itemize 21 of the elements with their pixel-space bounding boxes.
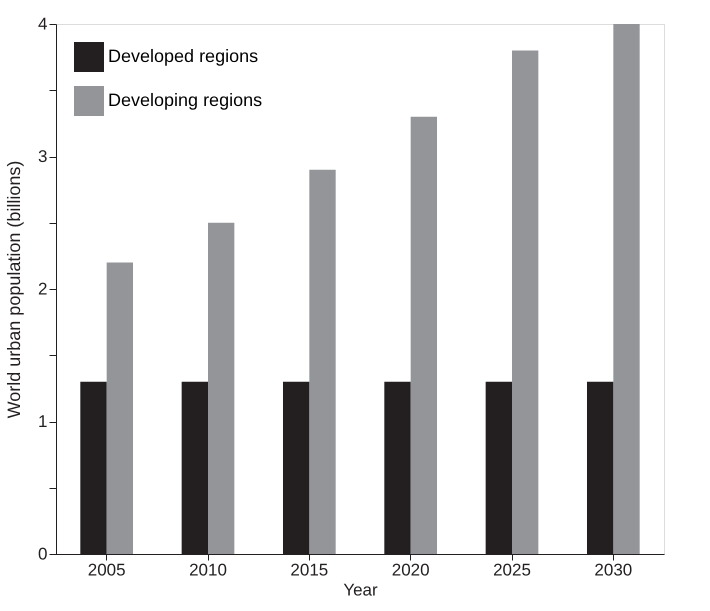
x-tick-label: 2030	[594, 560, 632, 580]
y-tick-label: 2	[38, 280, 48, 298]
bar	[512, 50, 538, 554]
bar	[106, 262, 134, 554]
x-tick-label: 2005	[88, 560, 126, 580]
legend-label: Developed regions	[108, 46, 258, 66]
x-tick-label: 2020	[392, 560, 430, 580]
bar	[208, 222, 234, 554]
x-tick-label: 2015	[290, 560, 328, 580]
x-tick-label: 2025	[493, 560, 531, 580]
legend-label: Developing regions	[108, 90, 262, 110]
y-tick-label: 3	[38, 147, 48, 166]
bar	[613, 24, 640, 554]
y-tick-label: 0	[38, 544, 48, 564]
bar	[410, 116, 438, 554]
y-tick-label: 4	[38, 14, 48, 34]
bar	[309, 170, 336, 554]
x-axis-title: Year	[343, 580, 378, 600]
y-tick-label: 1	[38, 412, 48, 431]
x-tick-label: 2010	[189, 560, 227, 580]
y-axis-title: World urban population (billions)	[4, 160, 24, 418]
